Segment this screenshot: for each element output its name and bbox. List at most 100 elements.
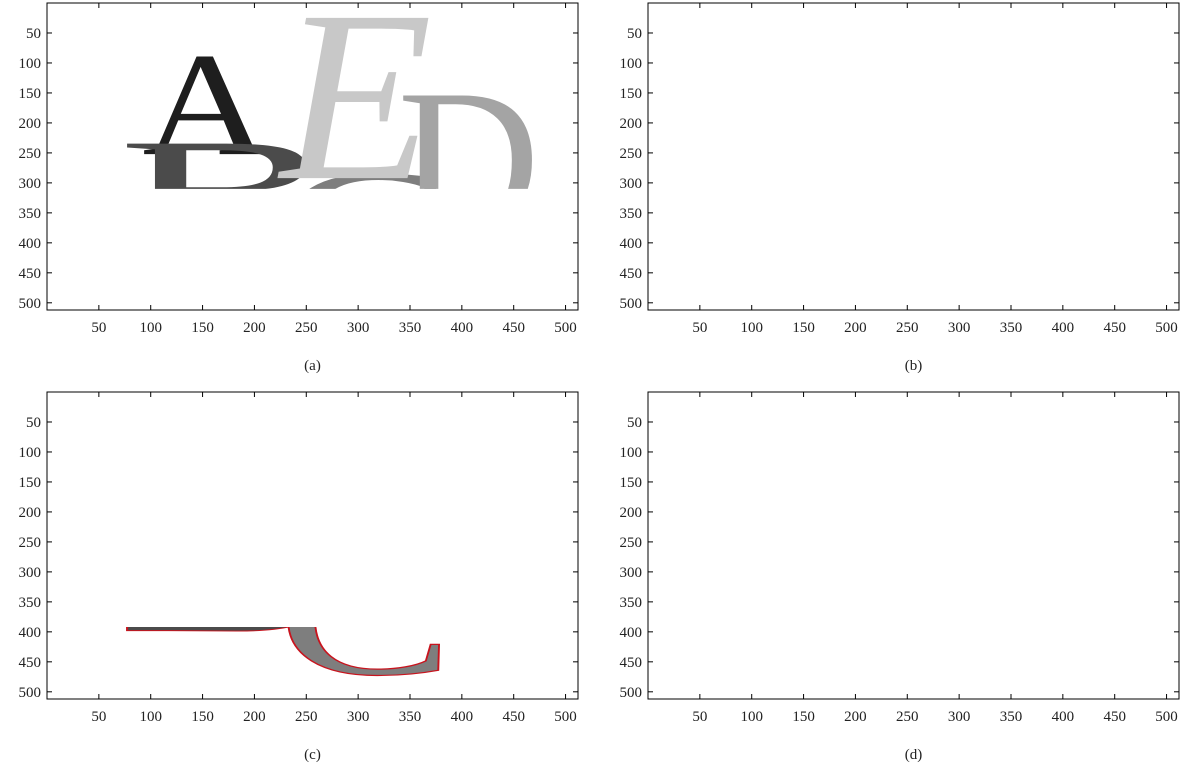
y-tick-label: 300 xyxy=(620,176,643,192)
y-tick-label: 400 xyxy=(19,625,42,641)
y-tick-label: 250 xyxy=(620,535,643,551)
caption: (c) xyxy=(304,747,321,763)
y-tick-label: 450 xyxy=(19,655,42,671)
y-tick-label: 50 xyxy=(26,26,41,42)
y-tick-label: 400 xyxy=(620,236,643,252)
x-tick-label: 300 xyxy=(948,320,971,336)
image-letter: C xyxy=(277,524,453,710)
x-tick-label: 100 xyxy=(740,320,763,336)
y-tick-label: 50 xyxy=(627,26,642,42)
x-tick-label: 100 xyxy=(139,320,162,336)
image-letter: B xyxy=(719,498,940,664)
y-tick-label: 400 xyxy=(19,236,42,252)
y-tick-label: 250 xyxy=(620,146,643,162)
y-tick-label: 150 xyxy=(19,86,42,102)
image-letter: D xyxy=(999,48,1141,269)
x-tick-label: 200 xyxy=(243,709,266,725)
y-tick-label: 450 xyxy=(19,266,42,282)
x-tick-label: 350 xyxy=(399,320,422,336)
y-tick-label: 250 xyxy=(19,535,42,551)
x-tick-label: 50 xyxy=(91,320,106,336)
y-tick-label: 500 xyxy=(620,685,643,701)
x-tick-label: 100 xyxy=(139,709,162,725)
y-tick-label: 50 xyxy=(627,415,642,431)
y-tick-label: 250 xyxy=(19,146,42,162)
y-tick-label: 100 xyxy=(620,445,643,461)
image-letter: E xyxy=(878,350,1033,621)
y-tick-label: 350 xyxy=(620,206,643,222)
y-tick-label: 200 xyxy=(620,505,643,521)
y-tick-label: 100 xyxy=(19,445,42,461)
x-tick-label: 250 xyxy=(295,709,318,725)
y-tick-label: 100 xyxy=(19,56,42,72)
y-tick-label: 350 xyxy=(19,595,42,611)
y-tick-label: 300 xyxy=(19,176,42,192)
image-letter: A xyxy=(743,412,870,576)
y-tick-label: 200 xyxy=(19,116,42,132)
x-tick-label: 450 xyxy=(502,709,525,725)
image-letter: D xyxy=(999,437,1141,658)
caption: (d) xyxy=(905,747,923,763)
x-tick-label: 250 xyxy=(896,709,919,725)
figure: ABCED50100150200250300350400450500501001… xyxy=(0,0,1188,767)
x-tick-label: 500 xyxy=(554,320,577,336)
y-tick-label: 400 xyxy=(620,625,643,641)
y-tick-label: 350 xyxy=(620,595,643,611)
x-tick-label: 400 xyxy=(1052,709,1075,725)
y-tick-label: 50 xyxy=(26,415,41,431)
x-tick-label: 200 xyxy=(844,709,867,725)
x-tick-label: 150 xyxy=(792,320,815,336)
x-tick-label: 500 xyxy=(1155,709,1178,725)
x-tick-label: 450 xyxy=(1103,709,1126,725)
image-letter: E xyxy=(878,0,1033,232)
x-tick-label: 350 xyxy=(1000,320,1023,336)
x-tick-label: 150 xyxy=(792,709,815,725)
y-tick-label: 150 xyxy=(19,475,42,491)
x-tick-label: 350 xyxy=(1000,709,1023,725)
x-tick-label: 500 xyxy=(554,709,577,725)
x-tick-label: 400 xyxy=(451,320,474,336)
x-tick-label: 50 xyxy=(692,709,707,725)
image-letter: D xyxy=(398,48,540,269)
x-tick-label: 300 xyxy=(347,320,370,336)
x-tick-label: 450 xyxy=(502,320,525,336)
axes-frame xyxy=(648,392,1179,699)
y-tick-label: 300 xyxy=(19,565,42,581)
x-tick-label: 50 xyxy=(91,709,106,725)
y-tick-label: 450 xyxy=(620,266,643,282)
y-tick-label: 200 xyxy=(620,116,643,132)
x-tick-label: 150 xyxy=(191,320,214,336)
x-tick-label: 450 xyxy=(1103,320,1126,336)
x-tick-label: 200 xyxy=(844,320,867,336)
y-tick-label: 200 xyxy=(19,505,42,521)
caption: (b) xyxy=(905,358,923,374)
x-tick-label: 500 xyxy=(1155,320,1178,336)
image-letter: D xyxy=(398,437,540,658)
x-tick-label: 150 xyxy=(191,709,214,725)
x-tick-label: 100 xyxy=(740,709,763,725)
y-tick-label: 150 xyxy=(620,475,643,491)
y-tick-label: 150 xyxy=(620,86,643,102)
y-tick-label: 300 xyxy=(620,565,643,581)
y-tick-label: 350 xyxy=(19,206,42,222)
x-tick-label: 300 xyxy=(948,709,971,725)
y-tick-label: 450 xyxy=(620,655,643,671)
x-tick-label: 350 xyxy=(399,709,422,725)
x-tick-label: 300 xyxy=(347,709,370,725)
image-letter: C xyxy=(878,524,1054,710)
y-tick-label: 100 xyxy=(620,56,643,72)
image-letter: A xyxy=(743,23,870,187)
image-letter: B xyxy=(719,109,940,275)
x-tick-label: 400 xyxy=(451,709,474,725)
axes-frame xyxy=(648,3,1179,310)
y-tick-label: 500 xyxy=(19,296,42,312)
caption: (a) xyxy=(304,358,321,374)
